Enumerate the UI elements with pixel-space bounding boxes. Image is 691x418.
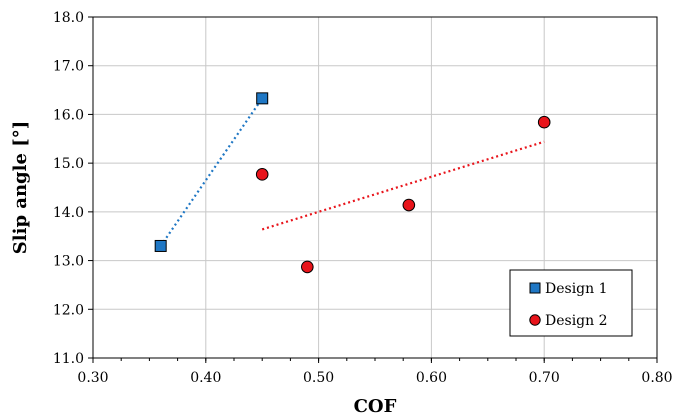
- x-tick-label: 0.40: [190, 370, 221, 386]
- data-point-series-2: [402, 198, 416, 212]
- x-tick-label: 0.80: [641, 370, 672, 386]
- legend-marker-series-2: [529, 314, 541, 326]
- x-tick-label: 0.60: [416, 370, 447, 386]
- axis-ticks: 0.30 0.40 0.50 0.60 0.70 0.80 11.0 12.0 13.0 14.0…: [53, 10, 673, 386]
- data-point-series-2: [255, 168, 269, 181]
- x-axis-title: COF: [354, 396, 397, 417]
- y-tick-label: 12.0: [53, 302, 84, 318]
- y-tick-label: 16.0: [53, 107, 84, 123]
- data-point-series-2: [301, 260, 314, 274]
- x-tick-label: 0.30: [77, 370, 108, 386]
- x-tick-label: 0.50: [303, 370, 334, 386]
- grid-lines: [93, 17, 657, 358]
- y-tick-label: 11.0: [53, 351, 84, 367]
- legend: Design 1 Design 2: [509, 269, 633, 337]
- y-tick-label: 17.0: [53, 59, 84, 75]
- trendlines: [159, 97, 545, 247]
- y-tick-label: 18.0: [53, 10, 84, 26]
- y-tick-label: 14.0: [53, 205, 84, 221]
- x-tick-label: 0.70: [529, 370, 560, 386]
- data-point-series-1: [256, 92, 269, 105]
- legend-label-series-2: Design 2: [545, 313, 608, 329]
- data-point-series-1: [154, 239, 167, 252]
- y-tick-label: 15.0: [53, 156, 84, 172]
- y-tick-label: 13.0: [53, 254, 84, 270]
- legend-marker-series-1: [529, 282, 541, 294]
- y-axis-title: Slip angle [°]: [10, 121, 31, 254]
- legend-box: [509, 269, 633, 337]
- legend-label-series-1: Design 1: [545, 281, 608, 297]
- data-point-series-2: [537, 115, 551, 129]
- trendline-series-2: [261, 140, 545, 231]
- data-points: [154, 92, 551, 274]
